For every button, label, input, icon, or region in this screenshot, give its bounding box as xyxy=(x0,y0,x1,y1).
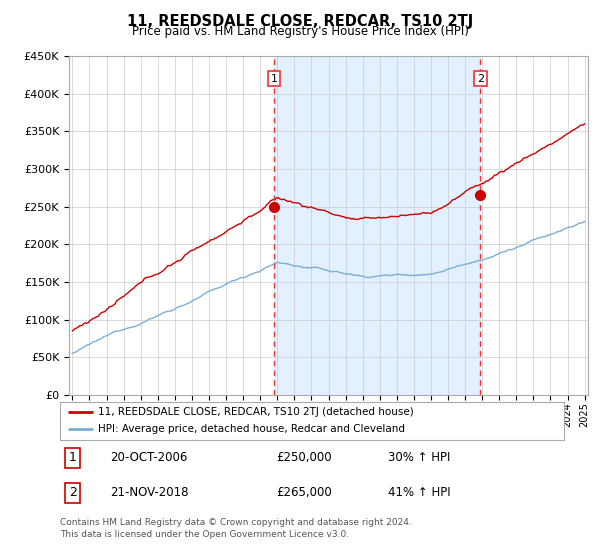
Text: £265,000: £265,000 xyxy=(277,486,332,500)
Text: 21-NOV-2018: 21-NOV-2018 xyxy=(110,486,189,500)
Text: 11, REEDSDALE CLOSE, REDCAR, TS10 2TJ: 11, REEDSDALE CLOSE, REDCAR, TS10 2TJ xyxy=(127,14,473,29)
Text: 20-OCT-2006: 20-OCT-2006 xyxy=(110,451,188,464)
Text: £250,000: £250,000 xyxy=(277,451,332,464)
Bar xyxy=(274,56,481,395)
Text: 1: 1 xyxy=(271,73,277,83)
Text: 1: 1 xyxy=(68,451,77,464)
Text: 41% ↑ HPI: 41% ↑ HPI xyxy=(388,486,450,500)
Text: HPI: Average price, detached house, Redcar and Cleveland: HPI: Average price, detached house, Redc… xyxy=(98,424,405,434)
Text: 2: 2 xyxy=(477,73,484,83)
Text: 11, REEDSDALE CLOSE, REDCAR, TS10 2TJ (detached house): 11, REEDSDALE CLOSE, REDCAR, TS10 2TJ (d… xyxy=(98,407,413,417)
Text: Price paid vs. HM Land Registry's House Price Index (HPI): Price paid vs. HM Land Registry's House … xyxy=(131,25,469,38)
Text: 2: 2 xyxy=(68,486,77,500)
Text: 30% ↑ HPI: 30% ↑ HPI xyxy=(388,451,450,464)
Text: Contains HM Land Registry data © Crown copyright and database right 2024.
This d: Contains HM Land Registry data © Crown c… xyxy=(60,518,412,539)
